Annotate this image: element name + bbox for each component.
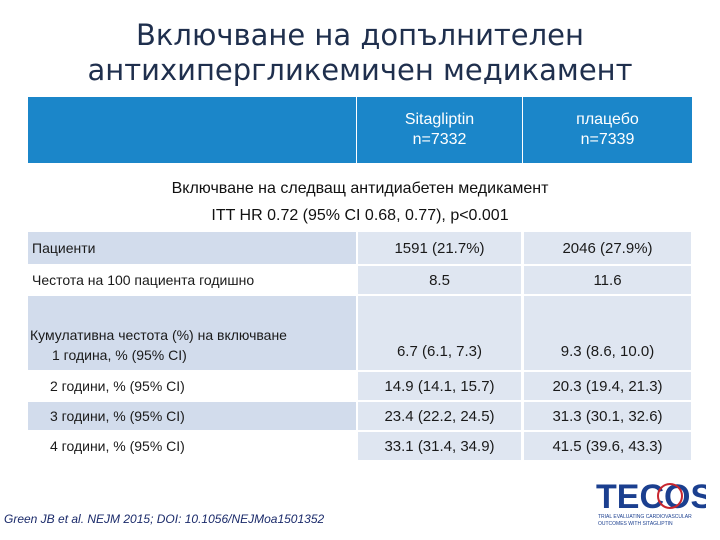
header-placebo-name: плацебо	[576, 111, 639, 128]
table-header: Sitagliptin n=7332 плацебо n=7339	[28, 97, 692, 163]
logo-tagline-2: OUTCOMES WITH SITAGLIPTIN	[598, 521, 673, 527]
slide-title: Включване на допълнителен антихиперглике…	[0, 18, 720, 88]
table-row-cumulative: 6.7 (6.1, 7.3) 9.3 (8.6, 10.0)	[28, 296, 691, 370]
row-value-sitagliptin: 6.7 (6.1, 7.3)	[358, 296, 521, 370]
header-sitagliptin-n: n=7332	[412, 131, 467, 148]
table-row: Пациенти 1591 (21.7%) 2046 (27.9%)	[28, 232, 691, 264]
row-value-sitagliptin: 14.9 (14.1, 15.7)	[358, 372, 521, 400]
cumulative-label: Кумулативна честота (%) на включване 1 г…	[30, 325, 287, 365]
title-line-2: антихипергликемичен медикамент	[87, 53, 633, 87]
title-line-1: Включване на допълнителен	[136, 18, 584, 52]
row-value-sitagliptin: 33.1 (31.4, 34.9)	[358, 432, 521, 460]
row-value-placebo: 9.3 (8.6, 10.0)	[524, 296, 691, 370]
header-sitagliptin: Sitagliptin n=7332	[356, 97, 522, 163]
header-placebo: плацебо n=7339	[522, 97, 692, 163]
row-value-placebo: 31.3 (30.1, 32.6)	[524, 402, 691, 430]
table-row: 2 години, % (95% CI) 14.9 (14.1, 15.7) 2…	[28, 372, 691, 400]
cumulative-year-1-label: 1 година, % (95% CI)	[52, 347, 187, 363]
row-value-placebo: 11.6	[524, 266, 691, 294]
logo-text: TECOS	[596, 478, 706, 516]
row-label: 4 години, % (95% CI)	[50, 438, 185, 454]
subtitle-endpoint: Включване на следващ антидиабетен медика…	[171, 180, 549, 197]
row-value-placebo: 41.5 (39.6, 43.3)	[524, 432, 691, 460]
row-label: Честота на 100 пациента годишно	[32, 272, 255, 288]
row-value-placebo: 20.3 (19.4, 21.3)	[524, 372, 691, 400]
table-row: Честота на 100 пациента годишно 8.5 11.6	[28, 266, 691, 294]
subtitle-hazard-ratio: ITT HR 0.72 (95% CI 0.68, 0.77), p<0.001	[211, 207, 509, 224]
row-value-sitagliptin: 23.4 (22.2, 24.5)	[358, 402, 521, 430]
table-row: 3 години, % (95% CI) 23.4 (22.2, 24.5) 3…	[28, 402, 691, 430]
row-value-sitagliptin: 8.5	[358, 266, 521, 294]
citation: Green JB et al. NEJM 2015; DOI: 10.1056/…	[4, 512, 325, 526]
cumulative-heading: Кумулативна честота (%) на включване	[30, 327, 287, 343]
row-label: Пациенти	[28, 232, 356, 264]
row-value-placebo: 2046 (27.9%)	[524, 232, 691, 264]
table-row: 4 години, % (95% CI) 33.1 (31.4, 34.9) 4…	[28, 432, 691, 460]
header-sitagliptin-name: Sitagliptin	[404, 111, 475, 128]
header-placebo-n: n=7339	[580, 131, 635, 148]
row-label: 3 години, % (95% CI)	[28, 402, 356, 430]
row-label: 2 години, % (95% CI)	[50, 378, 185, 394]
row-label-bg	[28, 296, 356, 370]
logo-heart-ring	[657, 483, 683, 509]
logo-tagline-1: TRIAL EVALUATING CARDIOVASCULAR	[598, 514, 692, 520]
row-value-sitagliptin: 1591 (21.7%)	[358, 232, 521, 264]
tecos-logo: TECOS TRIAL EVALUATING CARDIOVASCULAR OU…	[594, 472, 713, 532]
tecos-logo-graphic: TECOS TRIAL EVALUATING CARDIOVASCULAR OU…	[596, 478, 713, 527]
